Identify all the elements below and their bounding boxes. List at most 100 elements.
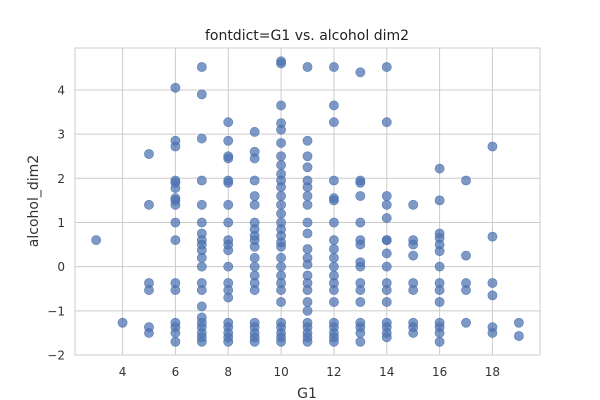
data-point [249,336,260,347]
data-point [434,163,445,174]
data-point [276,100,286,111]
data-point [276,138,286,148]
data-point [223,199,234,210]
data-point [249,241,260,252]
data-point [461,285,471,295]
data-point [249,252,260,263]
data-point [381,191,392,201]
data-point [276,182,286,193]
data-point [355,191,366,201]
data-point [355,261,366,272]
data-point [487,290,498,301]
data-point [144,285,154,295]
data-point [329,285,339,295]
data-point [276,241,286,252]
data-point [513,317,524,328]
data-point [170,183,181,193]
data-point [170,328,181,338]
data-point [196,336,207,347]
data-point [381,332,392,343]
data-point [329,175,339,186]
data-point [196,252,207,263]
data-point [329,100,339,111]
y-tick-label: 3 [57,128,65,142]
data-point [434,195,445,206]
data-point [170,285,181,295]
data-point [355,336,366,347]
data-point [117,317,128,328]
data-point [144,149,154,159]
data-point [144,199,154,210]
data-point [223,336,234,347]
data-point [249,153,260,164]
chart-title: fontdict=G1 vs. alcohol dim2 [205,28,409,44]
data-point [487,328,498,338]
x-tick-label: 14 [379,365,394,379]
data-point [381,261,392,272]
data-point [302,297,313,307]
data-point [170,235,181,246]
data-point [302,151,313,162]
data-point [302,162,313,173]
data-point [329,117,339,128]
y-axis-label: alcohol_dim2 [26,155,42,247]
data-point [170,217,181,228]
y-tick-label: 0 [57,260,65,274]
plot-frame [74,47,541,356]
data-point [276,297,286,307]
data-point [381,213,392,223]
x-tick-label: 10 [273,365,288,379]
data-point [381,62,392,72]
data-point [170,336,181,347]
data-point [249,199,260,210]
data-point [329,195,339,206]
data-point [196,301,207,312]
data-point [276,199,286,210]
data-point [276,336,286,347]
x-tick-label: 16 [432,365,447,379]
data-point [302,336,313,347]
data-point [196,199,207,210]
data-point [487,231,498,242]
data-point [144,328,154,338]
y-tick-label: 2 [57,172,65,186]
data-point [408,250,419,261]
data-point [329,297,339,307]
data-point [91,235,102,246]
data-point [196,133,207,144]
data-point [487,141,498,152]
x-tick-label: 6 [172,365,180,379]
data-point [408,328,419,338]
data-point [302,199,313,210]
data-point [381,248,392,259]
data-point [170,82,181,93]
data-point [223,292,234,303]
data-point [223,135,234,146]
x-tick-label: 12 [326,365,341,379]
data-point [196,285,207,295]
data-point [170,199,181,210]
data-point [276,285,286,295]
data-point [276,252,286,263]
data-point [196,217,207,228]
data-point [196,261,207,272]
data-point [408,285,419,295]
data-point [381,117,392,128]
data-point [223,117,234,128]
data-point [434,328,445,338]
y-tick-label: −1 [47,304,65,318]
data-point [302,217,313,228]
data-point [170,141,181,152]
data-point [329,261,339,272]
data-point [276,124,286,135]
data-point [329,235,339,246]
data-point [249,191,260,201]
data-point [196,89,207,100]
data-point [276,58,286,69]
data-point [461,250,471,261]
data-point [355,177,366,188]
data-point [434,261,445,272]
data-points [91,56,524,347]
data-point [223,153,234,164]
